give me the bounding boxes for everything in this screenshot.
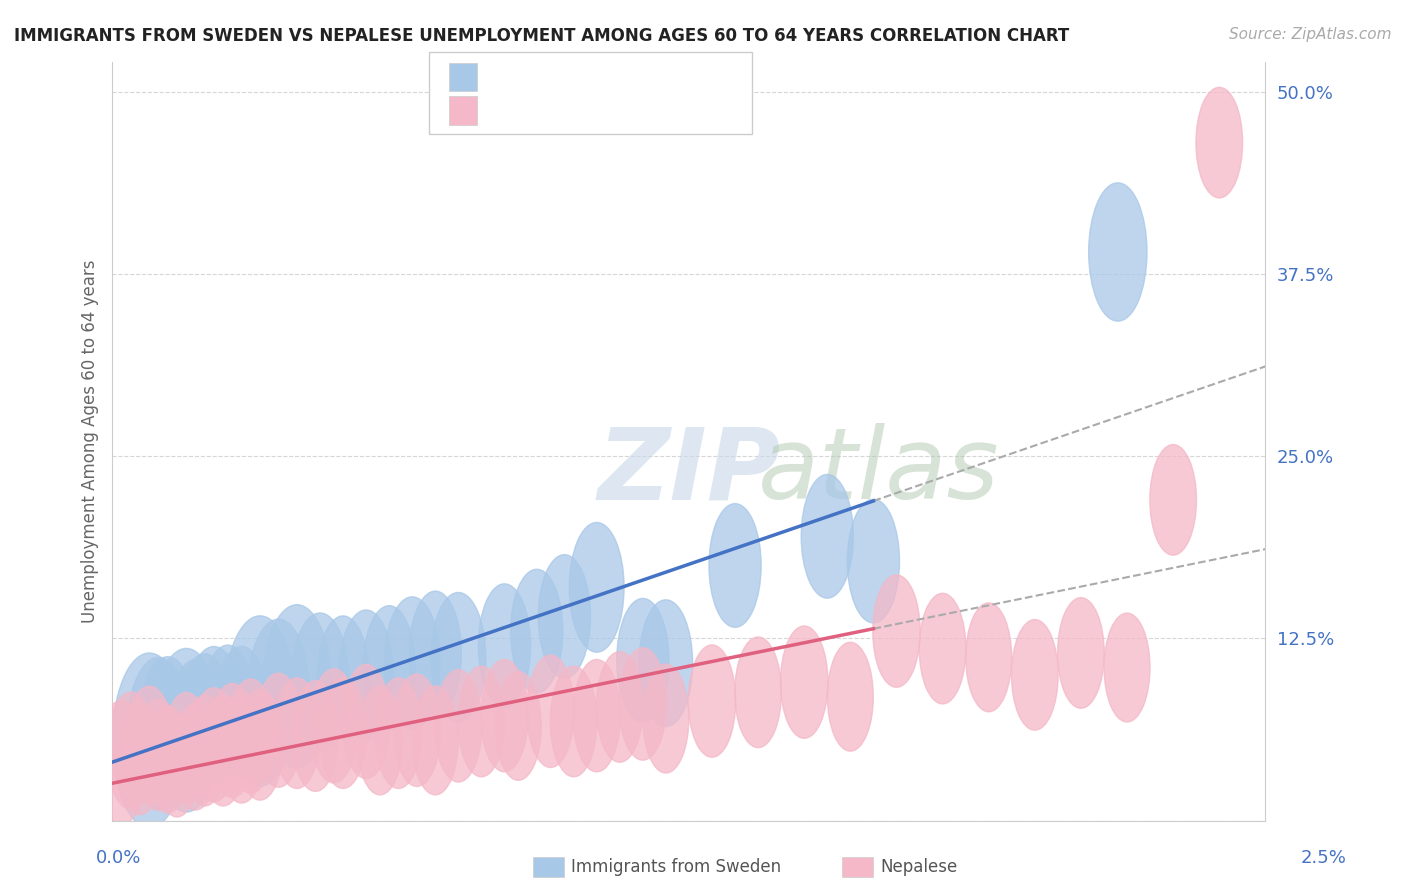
Ellipse shape [574, 659, 620, 772]
Ellipse shape [291, 613, 349, 751]
Ellipse shape [735, 637, 782, 747]
Ellipse shape [184, 647, 243, 785]
Ellipse shape [201, 645, 254, 769]
Ellipse shape [709, 504, 761, 627]
Ellipse shape [1088, 183, 1147, 321]
Ellipse shape [150, 674, 202, 798]
Ellipse shape [1150, 444, 1197, 555]
Ellipse shape [458, 666, 505, 777]
Text: atlas: atlas [758, 424, 1000, 520]
Ellipse shape [96, 700, 148, 824]
Ellipse shape [135, 699, 181, 810]
Ellipse shape [569, 523, 624, 652]
Ellipse shape [169, 659, 222, 783]
Ellipse shape [550, 666, 598, 777]
Ellipse shape [643, 665, 689, 773]
Text: 0.0%: 0.0% [96, 849, 141, 867]
Ellipse shape [920, 593, 966, 704]
Y-axis label: Unemployment Among Ages 60 to 64 years: Unemployment Among Ages 60 to 64 years [80, 260, 98, 624]
Ellipse shape [827, 642, 873, 751]
Ellipse shape [214, 647, 269, 776]
Ellipse shape [226, 679, 276, 793]
Ellipse shape [139, 657, 197, 795]
Text: N = 14: N = 14 [609, 69, 672, 87]
Ellipse shape [107, 692, 156, 809]
Ellipse shape [190, 688, 238, 802]
Ellipse shape [316, 615, 370, 739]
Text: ZIP: ZIP [598, 424, 780, 520]
Text: Source: ZipAtlas.com: Source: ZipAtlas.com [1229, 27, 1392, 42]
Ellipse shape [412, 686, 458, 795]
Ellipse shape [163, 692, 209, 803]
Ellipse shape [848, 500, 900, 623]
Ellipse shape [873, 575, 920, 687]
Ellipse shape [177, 654, 232, 783]
Text: Immigrants from Sweden: Immigrants from Sweden [571, 858, 780, 876]
Ellipse shape [619, 648, 666, 760]
Ellipse shape [363, 606, 415, 730]
Ellipse shape [527, 655, 574, 767]
Ellipse shape [292, 681, 339, 791]
Text: 2.5%: 2.5% [1301, 849, 1347, 867]
Ellipse shape [801, 475, 853, 599]
Ellipse shape [319, 678, 367, 789]
Text: Nepalese: Nepalese [880, 858, 957, 876]
Text: N = 33: N = 33 [609, 103, 672, 120]
Ellipse shape [409, 591, 461, 714]
Text: R = 0.693: R = 0.693 [486, 103, 576, 120]
Ellipse shape [394, 674, 440, 787]
Ellipse shape [538, 555, 591, 679]
Ellipse shape [966, 603, 1012, 712]
Ellipse shape [1011, 620, 1059, 731]
Text: R = 0.514: R = 0.514 [486, 69, 576, 87]
Ellipse shape [384, 597, 440, 730]
Ellipse shape [224, 615, 297, 787]
Ellipse shape [218, 692, 264, 803]
Ellipse shape [254, 673, 302, 788]
Ellipse shape [357, 686, 404, 795]
Ellipse shape [152, 648, 221, 812]
Ellipse shape [510, 569, 562, 693]
Ellipse shape [640, 599, 693, 727]
Ellipse shape [173, 703, 218, 810]
Ellipse shape [495, 672, 541, 780]
Ellipse shape [1057, 598, 1104, 708]
Ellipse shape [617, 599, 669, 723]
Ellipse shape [263, 605, 332, 768]
Ellipse shape [309, 669, 359, 783]
Ellipse shape [117, 704, 163, 814]
Ellipse shape [342, 665, 391, 779]
Ellipse shape [1104, 613, 1150, 722]
Ellipse shape [689, 645, 735, 757]
Ellipse shape [200, 696, 246, 806]
Ellipse shape [780, 626, 828, 739]
Ellipse shape [208, 683, 256, 797]
Ellipse shape [155, 714, 198, 817]
Ellipse shape [339, 610, 394, 739]
Ellipse shape [125, 686, 174, 804]
Ellipse shape [375, 678, 422, 789]
Ellipse shape [481, 659, 529, 772]
Ellipse shape [478, 583, 530, 707]
Text: IMMIGRANTS FROM SWEDEN VS NEPALESE UNEMPLOYMENT AMONG AGES 60 TO 64 YEARS CORREL: IMMIGRANTS FROM SWEDEN VS NEPALESE UNEMP… [14, 27, 1070, 45]
Ellipse shape [181, 696, 228, 806]
Ellipse shape [112, 653, 186, 828]
Ellipse shape [274, 678, 321, 789]
Ellipse shape [596, 651, 643, 763]
Ellipse shape [236, 690, 284, 800]
Ellipse shape [434, 670, 482, 782]
Ellipse shape [432, 592, 485, 723]
Ellipse shape [1197, 87, 1243, 198]
Ellipse shape [127, 657, 191, 809]
Ellipse shape [145, 706, 190, 813]
Ellipse shape [247, 619, 309, 765]
